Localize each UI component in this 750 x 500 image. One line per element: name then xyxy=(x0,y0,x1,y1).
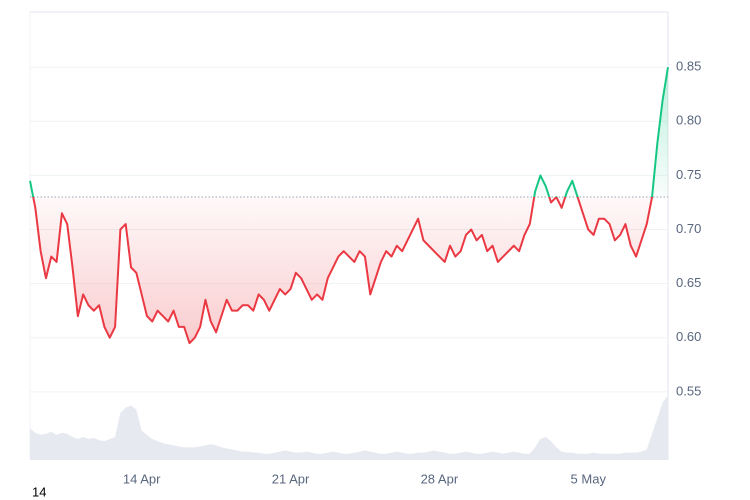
volume-area xyxy=(30,395,668,460)
y-tick-label: 0.80 xyxy=(676,113,701,128)
x-tick-label: 14 Apr xyxy=(123,471,161,486)
price-area xyxy=(30,67,668,344)
footer-label: 14 xyxy=(32,484,46,499)
y-tick-label: 0.70 xyxy=(676,221,701,236)
x-tick-label: 28 Apr xyxy=(421,471,459,486)
y-tick-label: 0.60 xyxy=(676,329,701,344)
y-tick-label: 0.55 xyxy=(676,383,701,398)
price-line xyxy=(29,67,669,345)
x-tick-label: 5 May xyxy=(571,471,607,486)
x-tick-label: 21 Apr xyxy=(272,471,310,486)
y-tick-label: 0.65 xyxy=(676,275,701,290)
y-tick-label: 0.85 xyxy=(676,59,701,74)
y-tick-label: 0.75 xyxy=(676,167,701,182)
